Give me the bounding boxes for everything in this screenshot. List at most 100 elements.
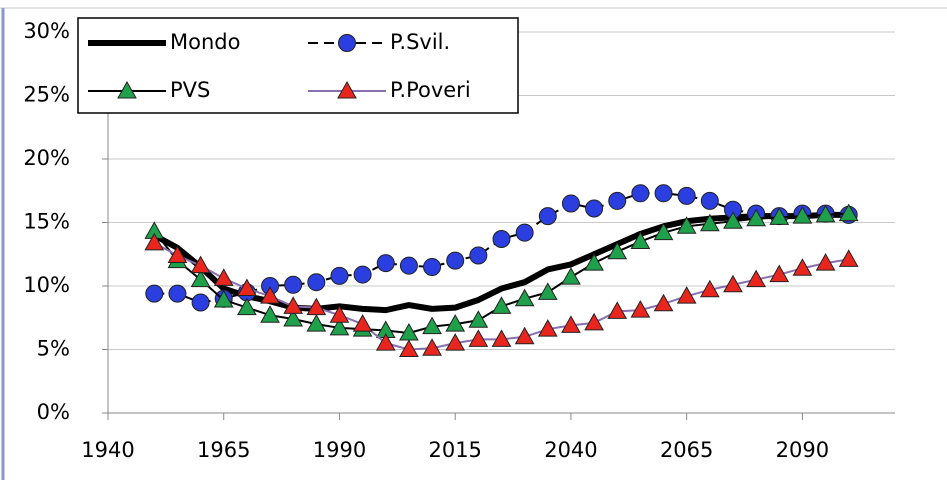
marker	[653, 222, 674, 241]
marker	[769, 207, 790, 225]
marker	[815, 253, 836, 271]
y-tick-label: 25%	[23, 83, 70, 107]
marker	[561, 315, 581, 333]
marker	[792, 206, 813, 224]
marker	[514, 288, 535, 307]
marker	[653, 293, 674, 312]
marker	[306, 297, 327, 316]
marker	[792, 258, 813, 276]
marker	[145, 284, 164, 303]
marker	[117, 80, 137, 99]
marker	[468, 329, 489, 347]
marker	[723, 274, 743, 293]
x-tick-label: 1965	[197, 438, 250, 462]
marker	[446, 251, 465, 270]
marker	[144, 232, 165, 251]
marker	[676, 216, 697, 234]
marker	[399, 256, 418, 275]
marker	[237, 278, 257, 297]
x-tick-label: 2065	[660, 438, 713, 462]
marker	[422, 338, 442, 356]
marker	[584, 312, 604, 331]
marker	[445, 333, 466, 351]
marker	[838, 249, 859, 267]
marker	[338, 34, 356, 52]
marker	[537, 319, 558, 337]
marker	[491, 296, 512, 314]
marker	[514, 326, 535, 345]
marker	[353, 265, 372, 284]
marker	[746, 208, 766, 227]
marker	[538, 207, 557, 226]
marker	[422, 316, 442, 335]
marker	[168, 284, 187, 303]
marker	[630, 300, 651, 318]
marker	[654, 184, 673, 203]
marker	[492, 230, 511, 249]
marker	[699, 213, 720, 232]
marker	[607, 241, 628, 260]
marker	[307, 273, 326, 292]
marker	[537, 282, 558, 300]
marker	[167, 245, 188, 264]
x-tick-label: 2015	[428, 438, 481, 462]
marker	[375, 333, 396, 351]
marker	[700, 191, 719, 210]
legend-label: Mondo	[170, 30, 240, 54]
marker	[190, 269, 211, 288]
y-tick-label: 15%	[23, 210, 70, 234]
marker	[329, 317, 350, 336]
marker	[352, 314, 373, 332]
marker	[329, 305, 350, 323]
marker	[399, 339, 419, 357]
legend-label: PVS	[170, 78, 210, 102]
legend-box	[77, 17, 519, 114]
marker	[445, 314, 466, 332]
marker	[723, 211, 743, 229]
marker	[237, 297, 257, 316]
marker	[190, 255, 211, 274]
marker	[608, 191, 627, 210]
y-tick-label: 5%	[37, 337, 70, 361]
series-line	[152, 211, 849, 314]
marker	[213, 268, 234, 286]
marker	[469, 246, 488, 265]
legend-label: P.Svil.	[390, 30, 450, 54]
marker	[746, 269, 766, 288]
marker	[630, 231, 651, 250]
marker	[330, 266, 349, 285]
marker	[191, 293, 210, 312]
x-tick-label: 1940	[81, 438, 134, 462]
marker	[376, 254, 395, 273]
marker	[260, 305, 280, 323]
y-tick-label: 20%	[23, 146, 70, 170]
marker	[491, 329, 512, 347]
marker	[423, 257, 442, 276]
marker	[468, 310, 489, 328]
marker	[283, 296, 304, 314]
marker	[631, 184, 650, 203]
marker	[306, 314, 327, 332]
legend-label: P.Poveri	[390, 78, 471, 102]
marker	[676, 286, 697, 304]
x-tick-label: 2040	[544, 438, 597, 462]
y-tick-label: 10%	[23, 273, 70, 297]
marker	[515, 223, 534, 242]
y-tick-label: 0%	[37, 400, 70, 424]
marker	[769, 264, 790, 283]
x-tick-label: 2090	[776, 438, 829, 462]
legend: Mondo P.Svil. PVS P.Poveri	[77, 17, 519, 114]
marker	[607, 301, 628, 319]
marker	[838, 203, 859, 222]
marker	[337, 80, 357, 99]
marker	[561, 194, 580, 213]
marker	[260, 286, 280, 304]
y-tick-label: 30%	[23, 19, 70, 43]
marker	[561, 267, 581, 285]
marker	[213, 289, 234, 308]
marker	[677, 186, 696, 205]
marker	[284, 275, 303, 294]
marker	[584, 253, 604, 271]
marker	[585, 199, 604, 218]
